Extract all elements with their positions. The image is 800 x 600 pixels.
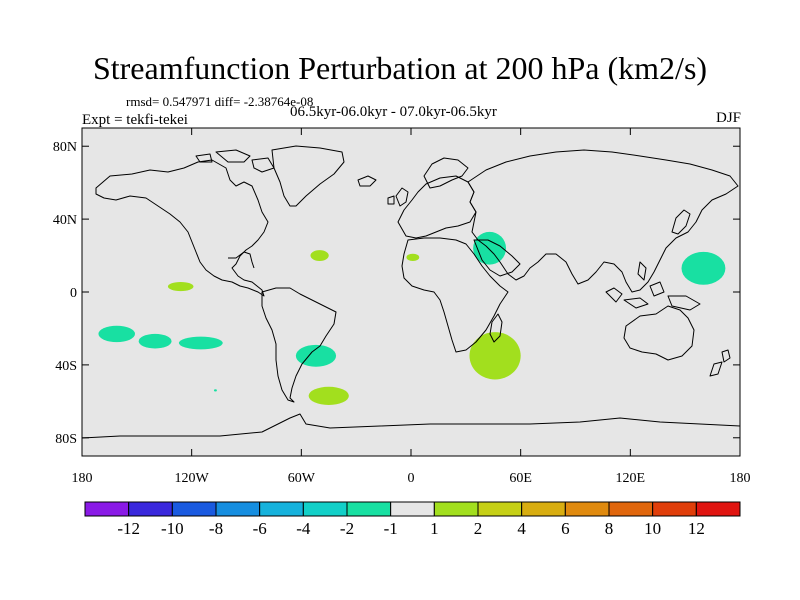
coast-iceland (357, 175, 377, 187)
anomaly-region-12 (469, 332, 521, 380)
coast-africa (401, 237, 509, 353)
colorbar-box (128, 501, 173, 517)
anomaly-region-8 (167, 281, 194, 292)
colorbar-label: 4 (517, 519, 526, 538)
anomaly-region-6 (681, 251, 726, 285)
colorbar-label: -8 (209, 519, 223, 538)
coast-new-zealand (709, 349, 731, 377)
colorbar-box (302, 501, 348, 517)
figure-title: Streamfunction Perturbation at 200 hPa (… (92, 50, 708, 86)
colorbar-box (564, 501, 610, 517)
coast-asia (467, 149, 739, 293)
colorbar-box (215, 501, 261, 517)
colorbar-label: 12 (688, 519, 705, 538)
colorbar-label: -10 (161, 519, 184, 538)
anomaly-region-2 (138, 333, 172, 349)
lat-tick-label: 40N (53, 213, 77, 228)
coast-north-america (95, 159, 269, 297)
coast-british-isles (387, 187, 409, 207)
period-text: 06.5kyr-06.0kyr - 07.0kyr-06.5kyr (290, 104, 497, 120)
coast-greenland (271, 145, 345, 207)
colorbar-box (652, 501, 697, 517)
coast-madagascar (489, 313, 503, 343)
anomaly-region-11 (308, 386, 349, 405)
lon-tick-label: 60W (288, 471, 316, 486)
colorbar: -12 -10 -8 -6 -4 -2 -1 1 2 4 6 8 10 12 (84, 501, 741, 538)
experiment-text: Expt = tekfi-tekei (82, 112, 188, 128)
anomaly-field-layer (98, 231, 726, 405)
coast-japan (671, 209, 691, 235)
coast-scandinavia (423, 157, 469, 189)
coast-se-asia-islands (605, 261, 701, 311)
colorbar-label: -2 (340, 519, 354, 538)
anomaly-region-7 (213, 389, 217, 392)
colorbar-label: -6 (253, 519, 267, 538)
colorbar-box (477, 501, 523, 517)
lon-tick-label: 60E (509, 471, 532, 486)
lon-tick-label: 180 (730, 471, 751, 486)
season-label: DJF (715, 110, 741, 126)
lon-tick-label: 120W (175, 471, 210, 486)
colorbar-box (433, 501, 479, 517)
coast-antarctica (82, 413, 740, 439)
anomaly-region-3 (178, 336, 223, 350)
coastline-layer (82, 145, 740, 439)
colorbar-box (608, 501, 654, 517)
colorbar-label: 1 (430, 519, 439, 538)
lat-tick-label: 0 (70, 286, 77, 301)
lat-tick-label: 80S (55, 432, 77, 447)
anomaly-region-4 (295, 344, 337, 367)
lon-tick-label: 120E (616, 471, 646, 486)
coast-arabia (473, 239, 521, 277)
map-background (82, 128, 740, 456)
colorbar-label: 6 (561, 519, 570, 538)
colorbar-label: 8 (605, 519, 614, 538)
axis-ticks: 80N 40N 0 40S 80S 180 120W 60W 0 60E 120E 180 (53, 128, 751, 486)
anomaly-region-9 (310, 250, 329, 262)
colorbar-box (171, 501, 217, 517)
colorbar-box (346, 501, 392, 517)
coast-south-america (261, 287, 337, 403)
lon-tick-label: 0 (408, 471, 415, 486)
coast-gulf (228, 251, 255, 269)
colorbar-label: 2 (474, 519, 483, 538)
colorbar-label: 10 (644, 519, 661, 538)
colorbar-box (521, 501, 566, 517)
coast-australia (623, 305, 695, 361)
lat-tick-label: 80N (53, 140, 77, 155)
colorbar-box (695, 501, 741, 517)
coast-arctic-islands (195, 149, 275, 173)
lat-tick-label: 40S (55, 359, 77, 374)
colorbar-box (84, 501, 130, 517)
anomaly-region-1 (98, 325, 136, 343)
colorbar-label: -4 (296, 519, 311, 538)
colorbar-label: -12 (117, 519, 140, 538)
lon-tick-label: 180 (72, 471, 93, 486)
anomaly-region-10 (406, 253, 420, 262)
colorbar-box (259, 501, 304, 517)
colorbar-box (390, 501, 435, 517)
stats-text: rmsd= 0.547971 diff= -2.38764e-08 (126, 94, 314, 109)
colorbar-label: -1 (384, 519, 398, 538)
